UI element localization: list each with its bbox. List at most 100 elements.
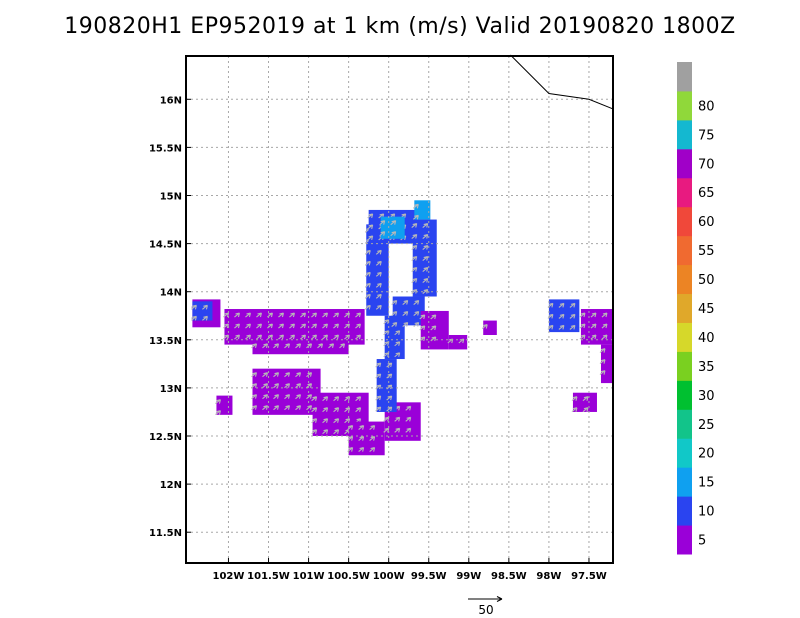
y-tick-label: 15.5N bbox=[149, 143, 182, 154]
wind-vector-arrow bbox=[411, 278, 418, 283]
wind-vector-arrow bbox=[364, 249, 371, 255]
colorbar-swatch bbox=[677, 264, 692, 295]
wind-vector-arrow bbox=[375, 271, 382, 277]
wind-vector-arrow bbox=[599, 348, 606, 354]
wind-vector-arrow bbox=[569, 324, 576, 330]
wind-vector-arrow bbox=[422, 234, 429, 239]
wind-vector-arrow bbox=[295, 405, 302, 411]
colorbar-swatch bbox=[677, 467, 692, 497]
coastline-line bbox=[510, 54, 614, 110]
wind-region bbox=[580, 309, 613, 345]
colorbar-label: 10 bbox=[698, 505, 715, 520]
wind-vector-arrow bbox=[347, 425, 354, 431]
wind-vector-arrow bbox=[412, 214, 419, 220]
x-tick-label: 97.5W bbox=[571, 571, 607, 582]
wind-vector-arrow bbox=[383, 427, 390, 433]
wind-vector-arrow bbox=[558, 324, 565, 330]
wind-vector-arrow bbox=[558, 302, 565, 308]
colorbar-swatch bbox=[677, 62, 692, 92]
wind-vector-arrow bbox=[358, 436, 365, 442]
wind-vector-arrow bbox=[333, 396, 340, 402]
wind-vector-arrow bbox=[191, 315, 197, 321]
wind-vector-arrow bbox=[590, 312, 597, 318]
y-tick-label: 13.5N bbox=[149, 336, 182, 347]
wind-vector-arrow bbox=[369, 436, 376, 442]
x-tick-label: 102W bbox=[213, 571, 245, 582]
wind-vector-arrow bbox=[234, 312, 240, 318]
colorbar-swatch bbox=[677, 293, 692, 323]
wind-vector-arrow bbox=[590, 323, 597, 329]
chart-title: 190820H1 EP952019 at 1 km (m/s) Valid 20… bbox=[64, 14, 736, 39]
x-tick-label: 99W bbox=[456, 571, 481, 582]
wind-vector-arrow bbox=[411, 245, 418, 250]
wind-vector-arrow bbox=[364, 282, 371, 288]
coastline bbox=[510, 54, 614, 110]
wind-vector-arrow bbox=[262, 343, 269, 349]
wind-vector-arrow bbox=[413, 321, 420, 327]
wind-vector-arrow bbox=[547, 324, 554, 330]
colorbar-label: 20 bbox=[698, 447, 715, 462]
grid-lines bbox=[186, 56, 613, 563]
wind-vector-arrow bbox=[234, 334, 240, 340]
wind-vector-arrow bbox=[481, 324, 488, 329]
wind-vector-arrow bbox=[412, 203, 419, 209]
wind-vector-arrow bbox=[191, 304, 197, 310]
colorbar-swatch bbox=[677, 148, 692, 179]
x-tick-label: 100.5W bbox=[327, 571, 370, 582]
wind-vector-arrow bbox=[364, 260, 371, 266]
wind-vector-arrow bbox=[300, 323, 306, 329]
wind-vector-arrow bbox=[582, 396, 589, 402]
wind-vector-arrow bbox=[375, 406, 382, 412]
colorbar-swatch bbox=[677, 438, 692, 468]
wind-vector-arrow bbox=[355, 396, 362, 402]
wind-vector-arrow bbox=[411, 223, 418, 228]
wind-vector-arrow bbox=[383, 352, 390, 358]
wind-vector-arrow bbox=[375, 373, 382, 379]
wind-vector-arrow bbox=[405, 405, 412, 411]
wind-vector-arrow bbox=[278, 334, 284, 340]
wind-vector-arrow bbox=[251, 383, 258, 389]
wind-vector-arrow bbox=[411, 267, 418, 272]
x-tick-label: 99.5W bbox=[411, 571, 447, 582]
wind-vector-arrow bbox=[284, 405, 291, 411]
wind-vector-arrow bbox=[379, 231, 386, 237]
wind-vector-arrow bbox=[402, 321, 409, 327]
wind-vector-arrow bbox=[367, 213, 374, 219]
wind-vector-arrow bbox=[569, 313, 576, 319]
wind-region bbox=[380, 216, 405, 239]
wind-vector-arrow bbox=[273, 372, 280, 378]
wind-vector-arrow bbox=[364, 293, 371, 299]
wind-vector-arrow bbox=[375, 362, 382, 368]
wind-vector-arrow bbox=[322, 323, 328, 329]
wind-vector-arrow bbox=[295, 394, 302, 400]
wind-vector-arrow bbox=[306, 383, 313, 389]
reference-vector: 50 bbox=[468, 596, 503, 617]
wind-vector-arrow bbox=[364, 304, 371, 310]
wind-vector-arrow bbox=[311, 323, 317, 329]
wind-vector-arrow bbox=[278, 323, 284, 329]
wind-vector-arrow bbox=[322, 396, 329, 402]
wind-vector-arrow bbox=[590, 334, 597, 340]
wind-vector-arrow bbox=[369, 447, 376, 453]
wind-vector-arrow bbox=[402, 310, 409, 316]
y-tick-label: 15N bbox=[160, 191, 182, 202]
x-tick-label: 101.5W bbox=[247, 571, 290, 582]
colorbar-label: 40 bbox=[698, 331, 715, 346]
wind-vector-arrow bbox=[322, 334, 328, 340]
wind-vector-arrow bbox=[245, 312, 251, 318]
wind-vector-arrow bbox=[355, 323, 361, 329]
wind-vector-arrow bbox=[411, 256, 418, 261]
wind-vector-arrow bbox=[256, 334, 262, 340]
wind-region bbox=[448, 334, 468, 350]
wind-vector-arrow bbox=[405, 427, 412, 433]
y-tick-label: 14.5N bbox=[149, 240, 182, 251]
wind-vector-arrow bbox=[322, 407, 329, 413]
colorbar-swatch bbox=[677, 322, 692, 352]
wind-vector-arrow bbox=[328, 343, 335, 349]
wind-vector-arrow bbox=[601, 334, 608, 340]
wind-vector-arrow bbox=[262, 383, 269, 389]
wind-speed-field bbox=[191, 200, 613, 456]
wind-vector-arrow bbox=[367, 224, 374, 230]
wind-vector-arrow bbox=[599, 359, 606, 365]
